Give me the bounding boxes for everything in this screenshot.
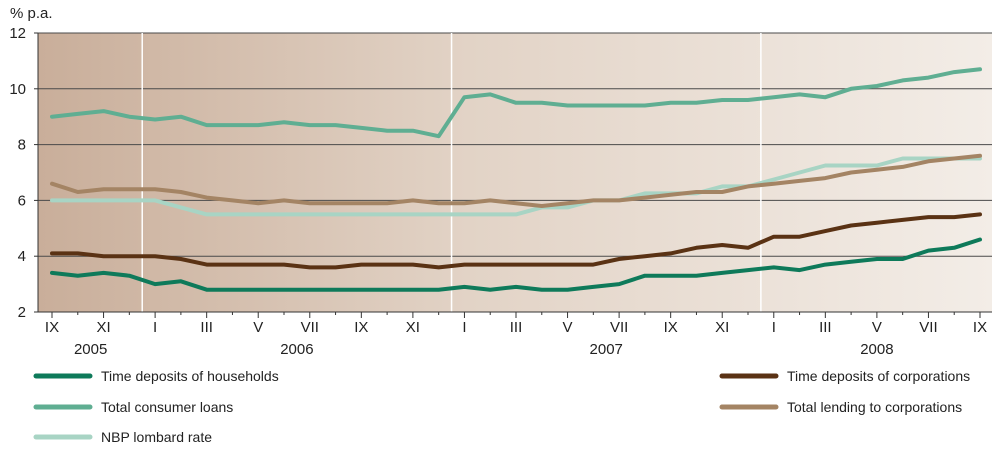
x-tick-label: III [510,319,523,336]
y-tick-label: 6 [18,192,26,209]
y-tick-label: 4 [18,248,26,265]
series-line-total-lending-to-corporations [50,153,982,208]
x-tick-label: IX [973,319,987,336]
series-line-total-consumer-loans [50,67,982,139]
legend-label: Time deposits of corporations [787,368,970,384]
year-label: 2005 [74,341,107,358]
series-line-time-deposits-of-corporations [50,212,982,270]
legend-label: Total lending to corporations [787,399,962,415]
x-tick-label: III [819,319,832,336]
y-tick-label: 8 [18,137,26,154]
x-tick-label: IX [664,319,678,336]
x-tick-label: V [563,319,573,336]
y-tick-label: 10 [9,81,26,98]
legend-item: Time deposits of corporations [719,368,970,384]
legend-item: Time deposits of households [33,368,279,384]
x-tick-label: VII [301,319,319,336]
x-tick-label: I [462,319,466,336]
legend-label: NBP lombard rate [101,429,212,445]
x-tick-label: XI [715,319,729,336]
x-tick-label: V [872,319,882,336]
y-tick-label: 12 [9,25,26,42]
legend-label: Time deposits of households [101,368,279,384]
x-tick-label: I [153,319,157,336]
year-label: 2008 [860,341,893,358]
x-tick-label: V [253,319,263,336]
y-axis-label: % p.a. [10,5,53,22]
x-tick-label: I [772,319,776,336]
year-label: 2006 [280,341,313,358]
legend-item: Total consumer loans [33,399,233,415]
year-label: 2007 [590,341,623,358]
legend-item: NBP lombard rate [33,429,212,445]
y-tick-label: 2 [18,304,26,321]
legend-label: Total consumer loans [101,399,233,415]
x-tick-label: IX [354,319,368,336]
x-tick-label: XI [96,319,110,336]
x-tick-label: XI [406,319,420,336]
x-tick-label: VII [610,319,628,336]
series-line-nbp-lombard-rate [50,156,982,217]
x-tick-label: III [200,319,213,336]
legend-item: Total lending to corporations [719,399,962,415]
x-tick-label: IX [45,319,59,336]
x-tick-label: VII [919,319,937,336]
series-line-time-deposits-of-households [50,237,982,292]
